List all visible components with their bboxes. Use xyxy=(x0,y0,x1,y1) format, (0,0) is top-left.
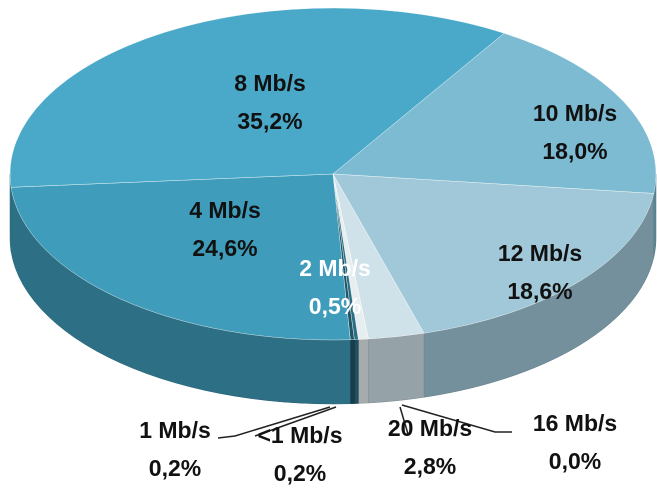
value-label: 35,2% xyxy=(237,108,302,134)
leader-line xyxy=(254,406,337,437)
slice-label: 16 Mb/s xyxy=(533,410,617,436)
slice-side xyxy=(350,339,355,405)
value-label: 2,8% xyxy=(404,453,456,479)
slice-label: 12 Mb/s xyxy=(498,240,582,266)
slice xyxy=(332,173,655,334)
value-label: 0,0% xyxy=(549,448,601,474)
leader-lines xyxy=(217,404,512,439)
value-label: 18,0% xyxy=(542,138,607,164)
pie-sides xyxy=(9,173,657,405)
leader-line xyxy=(217,406,331,439)
labels: 10 Mb/s 18,0% 12 Mb/s 18,6% 20 Mb/s 2,8% 16 Mb… xyxy=(139,70,617,486)
slice-label: 20 Mb/s xyxy=(388,415,472,441)
slice-side xyxy=(368,332,425,404)
slice xyxy=(332,33,657,194)
slice-label: 2 Mb/s xyxy=(299,255,371,281)
slice-label: 4 Mb/s xyxy=(189,197,261,223)
slice-label: <1 Mb/s xyxy=(257,422,342,448)
value-label: 18,6% xyxy=(507,278,572,304)
leader-line xyxy=(399,406,409,435)
value-label: 0,5% xyxy=(309,293,361,319)
slice xyxy=(10,173,351,341)
leader-line xyxy=(401,404,512,433)
value-label: 24,6% xyxy=(192,235,257,261)
slice-label: 10 Mb/s xyxy=(533,100,617,126)
slice-side xyxy=(358,338,369,404)
value-label: 0,2% xyxy=(149,455,201,481)
slice-side xyxy=(354,339,359,404)
value-label: 0,2% xyxy=(274,460,326,486)
pie-tops xyxy=(9,7,657,341)
slice xyxy=(9,7,505,188)
slice-label: 1 Mb/s xyxy=(139,417,211,443)
slice-label: 8 Mb/s xyxy=(234,70,306,96)
